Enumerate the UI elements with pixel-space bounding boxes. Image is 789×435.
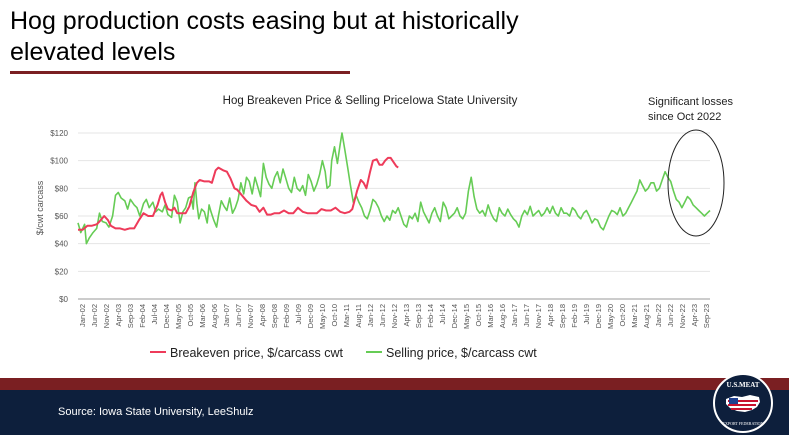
y-axis-label: $/cwt carcass xyxy=(35,180,45,235)
x-tick-label: Oct-15 xyxy=(474,304,483,327)
logo-canton-icon xyxy=(729,398,738,404)
y-tick-label: $0 xyxy=(59,295,68,304)
logo-text-top: U.S.MEAT xyxy=(727,381,760,389)
x-tick-label: Apr-18 xyxy=(546,304,555,327)
x-tick-label: Sep-03 xyxy=(126,304,135,328)
source-text: Source: Iowa State University, LeeShulz xyxy=(58,406,254,418)
logo-text-bottom: EXPORT FEDERATION xyxy=(723,421,764,426)
x-tick-label: Apr-23 xyxy=(690,304,699,327)
x-tick-label: Apr-08 xyxy=(258,304,267,327)
legend-label-breakeven: Breakeven price, $/carcass cwt xyxy=(170,346,344,360)
x-tick-label: Jan-02 xyxy=(78,304,87,327)
x-tick-label: Jun-02 xyxy=(90,304,99,327)
x-tick-label: Oct-20 xyxy=(618,304,627,327)
x-tick-label: Nov-22 xyxy=(678,304,687,328)
usmef-logo: U.S.MEAT EXPORT FEDERATION xyxy=(713,373,773,433)
x-tick-label: Dec-19 xyxy=(594,304,603,328)
x-tick-label: Sep-18 xyxy=(558,304,567,328)
series-line-selling xyxy=(77,132,711,245)
x-tick-label: Jul-09 xyxy=(294,304,303,324)
x-tick-label: Jan-22 xyxy=(654,304,663,327)
x-tick-label: Jul-14 xyxy=(438,304,447,324)
x-tick-label: May-10 xyxy=(318,304,327,329)
x-tick-label: Mar-16 xyxy=(486,304,495,328)
x-tick-label: Jul-19 xyxy=(582,304,591,324)
y-tick-label: $80 xyxy=(55,184,69,193)
y-tick-label: $20 xyxy=(55,267,69,276)
y-axis-ticks: $0 $20 $40 $60 $80 $100 $120 xyxy=(50,129,68,304)
x-tick-label: Aug-21 xyxy=(642,304,651,328)
line-chart: $0 $20 $40 $60 $80 $100 $120 $/cwt carcass Jan… xyxy=(35,129,725,360)
x-tick-label: May-15 xyxy=(462,304,471,329)
x-tick-label: Apr-13 xyxy=(402,304,411,327)
x-tick-label: Oct-05 xyxy=(186,304,195,327)
x-tick-label: Jan-12 xyxy=(366,304,375,327)
x-tick-label: Mar-21 xyxy=(630,304,639,328)
x-tick-label: Dec-09 xyxy=(306,304,315,328)
x-tick-label: Aug-11 xyxy=(354,304,363,328)
title-underline xyxy=(10,71,350,74)
x-tick-label: May-20 xyxy=(606,304,615,329)
slide-title: Hog production costs easing but at histo… xyxy=(10,6,710,68)
x-tick-label: Feb-09 xyxy=(282,304,291,328)
x-tick-label: Aug-16 xyxy=(498,304,507,328)
x-tick-label: Mar-06 xyxy=(198,304,207,328)
x-tick-label: Jun-07 xyxy=(234,304,243,327)
x-tick-label: Dec-04 xyxy=(162,304,171,328)
x-tick-label: Sep-13 xyxy=(414,304,423,328)
x-tick-label: Oct-10 xyxy=(330,304,339,327)
x-tick-label: Nov-07 xyxy=(246,304,255,328)
x-tick-label: May-05 xyxy=(174,304,183,329)
slide-title-line-1: Hog production costs easing but at histo… xyxy=(10,7,519,35)
x-tick-label: Jun-17 xyxy=(522,304,531,327)
x-tick-label: Apr-03 xyxy=(114,304,123,327)
annotation-line-2: since Oct 2022 xyxy=(648,111,722,123)
legend: Breakeven price, $/carcass cwt Selling p… xyxy=(150,346,537,360)
legend-label-selling: Selling price, $/carcass cwt xyxy=(386,346,537,360)
x-tick-label: Aug-06 xyxy=(210,304,219,328)
x-tick-label: Feb-04 xyxy=(138,304,147,328)
annotation-line-1: Significant losses xyxy=(648,96,733,108)
series-line-breakeven xyxy=(78,156,399,231)
x-tick-label: Jun-12 xyxy=(378,304,387,327)
losses-highlight-circle xyxy=(667,129,725,237)
x-tick-label: Dec-14 xyxy=(450,304,459,328)
chart-title: Hog Breakeven Price & Selling PriceIowa … xyxy=(222,95,518,107)
x-tick-label: Feb-19 xyxy=(570,304,579,328)
footer-accent-band xyxy=(0,378,789,390)
gridlines xyxy=(78,132,710,272)
x-tick-label: Nov-02 xyxy=(102,304,111,328)
series-lines xyxy=(77,132,711,245)
x-tick-label: Jul-04 xyxy=(150,304,159,324)
x-tick-label: Nov-17 xyxy=(534,304,543,328)
y-tick-label: $40 xyxy=(55,240,69,249)
x-tick-label: Jan-17 xyxy=(510,304,519,327)
x-axis-ticks: Jan-02 Jun-02 Nov-02 Apr-03 Sep-03 Feb-04 Jul-… xyxy=(78,304,711,329)
x-tick-label: Jun-22 xyxy=(666,304,675,327)
annotation-text: Significant losses since Oct 2022 xyxy=(648,95,733,125)
footer-bar: Source: Iowa State University, LeeShulz xyxy=(0,390,789,435)
x-tick-label: Mar-11 xyxy=(342,304,351,327)
y-tick-label: $120 xyxy=(50,129,68,138)
x-tick-label: Sep-08 xyxy=(270,304,279,328)
y-tick-label: $60 xyxy=(55,212,69,221)
slide-title-line-2: elevated levels xyxy=(10,38,176,66)
y-tick-label: $100 xyxy=(50,157,68,166)
x-tick-label: Jan-07 xyxy=(222,304,231,327)
x-tick-label: Sep-23 xyxy=(702,304,711,328)
x-tick-label: Feb-14 xyxy=(426,304,435,328)
x-tick-label: Nov-12 xyxy=(390,304,399,328)
